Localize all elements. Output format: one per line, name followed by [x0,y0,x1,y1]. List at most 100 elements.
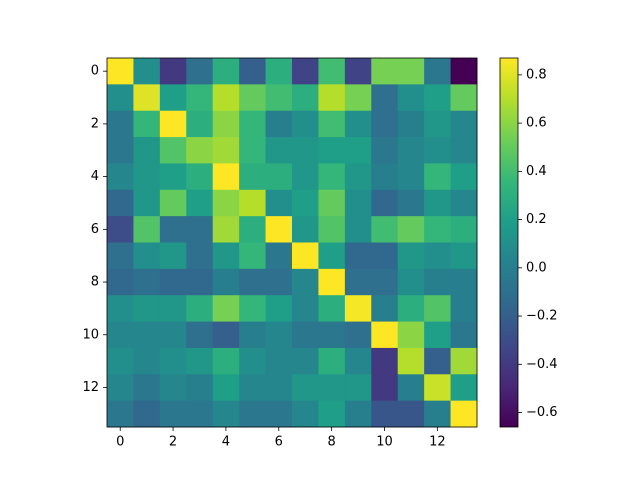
heatmap-cell [239,374,266,402]
heatmap-cell [450,242,478,270]
heatmap-cell [424,84,451,112]
heatmap-cell [265,242,293,270]
y-tick-label: 12 [82,380,99,395]
heatmap-cell [133,110,161,138]
heatmap-cell [265,374,293,402]
heatmap-cell [265,268,293,296]
x-tick-label: 4 [222,435,230,450]
heatmap-cell [133,84,161,112]
heatmap-cell [371,110,399,138]
heatmap-cell [212,216,240,243]
heatmap-cell [397,137,425,164]
heatmap-cell [292,110,319,138]
heatmap-cell [318,321,346,349]
heatmap-cell [265,295,293,322]
heatmap-cell [107,216,134,243]
heatmap-cell [159,163,187,191]
heatmap-cell [107,400,134,428]
heatmap-cell [239,189,266,217]
heatmap-cell [450,295,478,322]
heatmap-cell [212,58,240,85]
x-tick-label: 8 [328,435,336,450]
heatmap-cell [239,163,266,191]
heatmap-cell [424,374,451,402]
colorbar-tick-label: −0.6 [526,405,558,420]
heatmap-cell [450,321,478,349]
colorbar-tick-label: −0.2 [526,309,558,324]
heatmap-cell [344,163,372,191]
heatmap-cell [450,163,478,191]
heatmap-cell [424,137,451,164]
heatmap-cell [265,347,293,375]
heatmap-cell [133,58,161,85]
heatmap-cell [186,268,214,296]
heatmap-cell [371,58,399,85]
y-tick-label: 4 [91,169,99,184]
heatmap-cell [186,58,214,85]
heatmap-cell [450,58,478,85]
heatmap-cell [318,242,346,270]
colorbar-tick-label: 0.8 [526,67,547,82]
heatmap-cell [239,216,266,243]
heatmap-cell [292,189,319,217]
heatmap-cell [450,110,478,138]
heatmap-cell [212,163,240,191]
heatmap-cell [133,400,161,428]
heatmap-cell [133,374,161,402]
heatmap-cell [186,110,214,138]
heatmap-cell [318,84,346,112]
heatmap-cell [450,400,478,428]
heatmap-cell [133,295,161,322]
heatmap-cell [318,347,346,375]
heatmap-cell [292,84,319,112]
heatmap-cell [424,400,451,428]
heatmap-cell [318,268,346,296]
heatmap-cell [107,58,134,85]
heatmap-cell [397,110,425,138]
heatmap-cell [424,110,451,138]
heatmap-cell [107,137,134,164]
heatmap-cell [159,216,187,243]
heatmap-cell [239,84,266,112]
x-tick-label: 12 [429,435,446,450]
heatmap-cell [239,242,266,270]
heatmap-cell [344,58,372,85]
heatmap-cell [371,163,399,191]
y-tick-label: 10 [82,327,99,342]
x-tick-label: 10 [376,435,393,450]
heatmap-cell [371,84,399,112]
heatmap-cell [371,268,399,296]
heatmap-cell [239,321,266,349]
heatmap-cell [107,295,134,322]
heatmap-cell [265,321,293,349]
heatmap-cell [159,58,187,85]
heatmap-cell [265,400,293,428]
heatmap-cell [107,110,134,138]
heatmap-cell [212,268,240,296]
heatmap-cell [344,84,372,112]
heatmap-cell [107,163,134,191]
heatmap-cell [371,374,399,402]
heatmap-cell [212,137,240,164]
heatmap-cell [212,84,240,112]
heatmap-cell [107,268,134,296]
heatmap-cell [265,189,293,217]
heatmap-cell [212,400,240,428]
heatmap-cell [344,347,372,375]
heatmap-cell [397,400,425,428]
heatmap-cell [212,374,240,402]
heatmap-cell [397,58,425,85]
heatmap-cell [107,374,134,402]
heatmap-cell [265,84,293,112]
heatmap-cell [344,189,372,217]
heatmap-cell [450,347,478,375]
heatmap-cell [344,321,372,349]
heatmap-cell [371,242,399,270]
heatmap-cell [424,347,451,375]
heatmap-cell [397,295,425,322]
heatmap-cell [424,268,451,296]
heatmap-cell [371,347,399,375]
heatmap-cell [159,189,187,217]
heatmap-cell [239,400,266,428]
heatmap-cell [371,189,399,217]
